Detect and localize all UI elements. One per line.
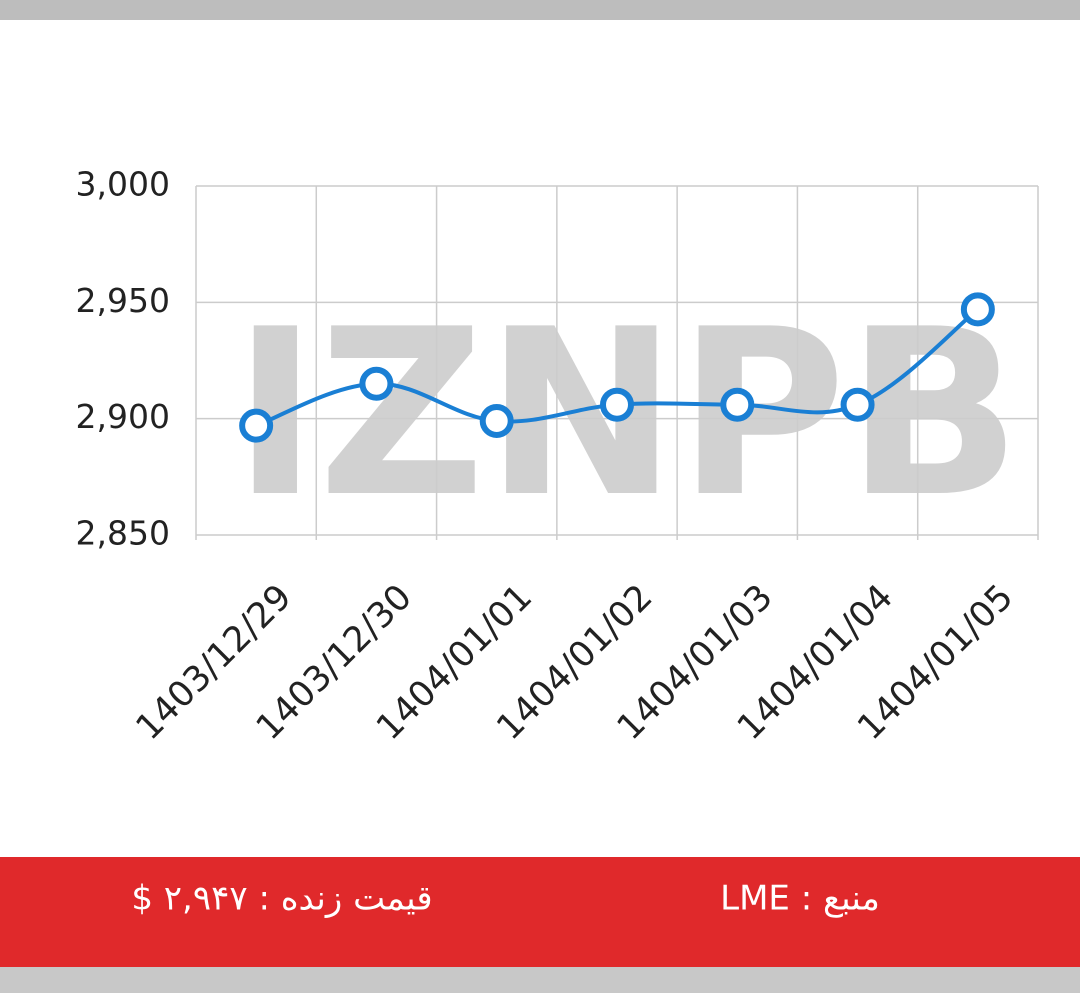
source: منبع : LME <box>720 879 880 919</box>
point <box>840 387 875 422</box>
point <box>960 292 995 327</box>
y-tick-label: 2,950 <box>76 281 170 320</box>
footer-band <box>0 857 1080 967</box>
point <box>600 387 634 422</box>
point <box>239 408 274 443</box>
point <box>479 403 514 438</box>
live-price: قیمت زنده : ۲,۹۴۷ $ <box>131 879 432 919</box>
point <box>359 366 394 401</box>
y-tick-label: 2,850 <box>76 514 170 553</box>
y-tick-label: 2,900 <box>76 397 170 436</box>
y-tick-label: 3,000 <box>76 165 170 204</box>
top-bar <box>0 0 1080 20</box>
chart-background <box>0 20 1080 857</box>
point <box>720 387 755 422</box>
bottom-bar <box>0 967 1080 993</box>
